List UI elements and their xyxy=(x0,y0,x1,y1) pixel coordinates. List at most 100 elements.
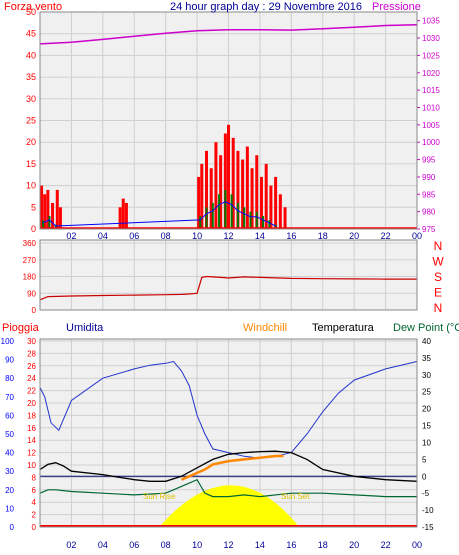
rain-label: Pioggia xyxy=(2,322,40,334)
humidity-tick: 20 xyxy=(5,486,14,495)
pressure-tick: 1020 xyxy=(422,69,440,78)
humidity-tick: 100 xyxy=(1,337,15,346)
compass-label: N xyxy=(434,301,443,315)
rain-tick: 10 xyxy=(27,461,36,470)
wind-speed-title: Forza vento xyxy=(4,1,62,13)
x-tick-label: 00 xyxy=(412,540,422,550)
temperature-tick: 40 xyxy=(422,337,431,346)
wind-avg-bar xyxy=(48,215,51,229)
wind-gust-bar xyxy=(283,207,287,229)
humidity-tick: 60 xyxy=(5,411,14,420)
wind-speed-tick: 20 xyxy=(26,137,36,147)
wind-speed-tick: 25 xyxy=(26,116,36,126)
x-tick-label: 16 xyxy=(286,540,296,550)
rain-tick: 22 xyxy=(27,387,36,396)
temperature-tick: 10 xyxy=(422,438,431,447)
wind-avg-bar xyxy=(262,215,265,229)
wind-avg-bar xyxy=(268,220,271,229)
rain-tick: 26 xyxy=(27,362,36,371)
wind-speed-tick: 40 xyxy=(26,50,36,60)
x-tick-label: 14 xyxy=(255,231,265,241)
wind-gust-bar xyxy=(197,176,201,229)
humidity-tick: 10 xyxy=(5,504,14,513)
direction-tick: 90 xyxy=(27,289,36,298)
dew-point-line xyxy=(39,478,417,498)
windchill-line xyxy=(180,454,284,481)
wind-avg-bar xyxy=(211,202,214,229)
x-tick-label: 10 xyxy=(192,231,202,241)
wind-speed-tick: 30 xyxy=(26,94,36,104)
wind-avg-bar xyxy=(230,194,233,229)
wind-gust-bar xyxy=(223,133,227,229)
wind-avg-bar xyxy=(249,211,252,229)
humidity-line xyxy=(39,360,418,459)
temperature-tick: 25 xyxy=(422,388,431,397)
temperature-tick: 0 xyxy=(422,472,427,481)
x-tick-label: 12 xyxy=(223,540,233,550)
wind-gust-bar xyxy=(241,159,245,229)
x-tick-label: 10 xyxy=(192,540,202,550)
humidity-label: Umidita xyxy=(66,322,104,334)
wind-avg-bar xyxy=(205,207,208,229)
temperature-tick: 5 xyxy=(422,455,427,464)
pressure-tick: 1005 xyxy=(422,121,440,130)
sunrise-label: Sun Rise xyxy=(143,492,176,501)
x-tick-label: 12 xyxy=(223,231,233,241)
wind-speed-tick: 15 xyxy=(26,159,36,169)
pressure-tick: 990 xyxy=(422,173,436,182)
direction-tick: 270 xyxy=(23,256,37,265)
wind-gust-bar xyxy=(51,202,55,229)
wind-direction-line xyxy=(39,275,417,301)
panel-frame xyxy=(39,11,418,230)
temperature-tick: 20 xyxy=(422,405,431,414)
x-tick-label: 08 xyxy=(161,231,171,241)
rain-tick: 18 xyxy=(27,411,36,420)
wind-gust-bar xyxy=(118,207,122,229)
wind-gust-bar xyxy=(121,198,125,229)
wind-gust-bar xyxy=(269,185,273,229)
rain-tick: 6 xyxy=(32,486,37,495)
pressure-tick: 1025 xyxy=(422,51,440,60)
wind-speed-tick: 35 xyxy=(26,72,36,82)
x-tick-label: 02 xyxy=(66,540,76,550)
temperature-tick: 15 xyxy=(422,422,431,431)
panel-frame xyxy=(39,338,418,528)
compass-label: W xyxy=(432,255,444,269)
wind-gust-bar xyxy=(55,189,59,229)
sunset-label: Sun Set xyxy=(281,492,310,501)
humidity-tick: 30 xyxy=(5,467,14,476)
wind-gust-bar xyxy=(205,150,209,229)
chart-date-title: 24 hour graph day : 29 Novembre 2016 xyxy=(170,1,362,13)
wind-gust-bar xyxy=(264,163,268,229)
rain-tick: 16 xyxy=(27,424,36,433)
wind-gust-bar xyxy=(245,146,249,229)
wind-gust-bar xyxy=(58,207,62,229)
wind-gust-bar xyxy=(200,163,204,229)
rain-tick: 24 xyxy=(27,374,36,383)
wind-gust-bar xyxy=(236,150,240,229)
x-tick-label: 06 xyxy=(129,231,139,241)
x-tick-label: 16 xyxy=(286,231,296,241)
pressure-line xyxy=(39,24,418,45)
pressure-tick: 1015 xyxy=(422,86,440,95)
x-tick-label: 20 xyxy=(349,231,359,241)
rain-tick: 14 xyxy=(27,436,36,445)
rain-tick: 4 xyxy=(32,498,37,507)
panel-frame xyxy=(39,239,418,311)
wind-avg-bar xyxy=(255,211,258,229)
humidity-tick: 80 xyxy=(5,374,14,383)
direction-tick: 180 xyxy=(23,273,37,282)
wind-avg-bar xyxy=(274,224,277,229)
wind-avg-bar xyxy=(243,207,246,229)
humidity-tick: 50 xyxy=(5,430,14,439)
rain-bar xyxy=(40,525,417,527)
direction-tick: 0 xyxy=(32,306,37,315)
wind-speed-tick: 5 xyxy=(31,202,36,212)
wind-avg-bar xyxy=(236,202,239,229)
pressure-tick: 980 xyxy=(422,208,436,217)
wind-gust-bar xyxy=(255,155,259,229)
temperature-tick: 30 xyxy=(422,371,431,380)
wind-gust-bar xyxy=(278,194,282,229)
rain-tick: 8 xyxy=(32,473,37,482)
